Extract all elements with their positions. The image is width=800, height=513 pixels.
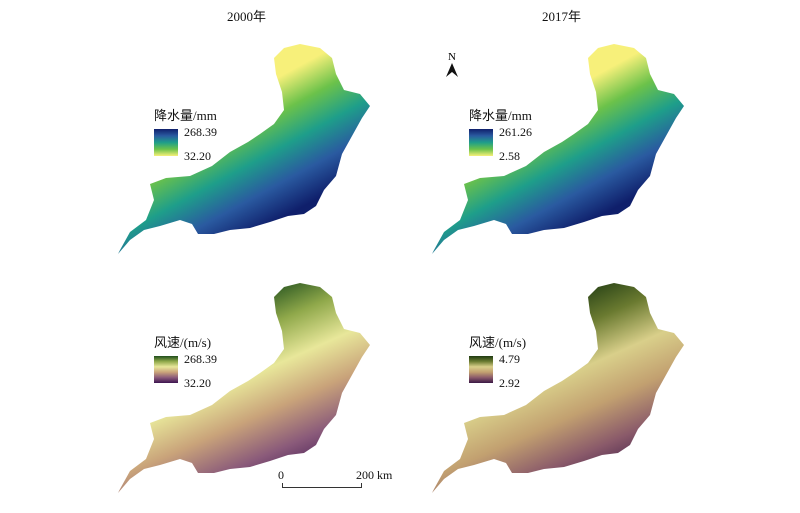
legend-min: 32.20 — [184, 149, 211, 163]
legend-min: 32.20 — [184, 376, 211, 390]
legend-title: 降水量/mm — [469, 108, 532, 123]
scale-bar-line — [282, 483, 362, 488]
column-title-2017: 2017年 — [542, 9, 582, 24]
column-title-2000: 2000年 — [227, 9, 267, 24]
scale-bar-start: 0 — [278, 468, 284, 482]
map-panel-wind-2017 — [428, 283, 684, 501]
north-arrow-icon — [446, 63, 458, 77]
map-precip-2000 — [114, 44, 370, 262]
legend-min: 2.92 — [499, 376, 520, 390]
legend-max: 4.79 — [499, 352, 520, 366]
legend-color-bar — [154, 129, 178, 156]
legend-min: 2.58 — [499, 149, 520, 163]
legend-wind-2000: 风速/(m/s) 268.39 32.20 — [154, 335, 217, 389]
legend-color-bar — [154, 356, 178, 383]
legend-title: 降水量/mm — [154, 108, 217, 123]
north-arrow-label: N — [448, 51, 456, 63]
legend-max: 261.26 — [499, 125, 532, 139]
map-panel-precip-2017 — [428, 44, 684, 262]
legend-color-bar — [469, 356, 493, 383]
north-arrow: N — [446, 51, 458, 77]
legend-max: 268.39 — [184, 125, 217, 139]
legend-title: 风速/(m/s) — [154, 335, 212, 350]
map-panel-precip-2000 — [114, 44, 370, 262]
scale-bar-end: 200 km — [356, 468, 393, 482]
map-wind-2017 — [428, 283, 684, 501]
legend-precip-2000: 降水量/mm 268.39 32.20 — [154, 108, 217, 162]
legend-max: 268.39 — [184, 352, 217, 366]
legend-color-bar — [469, 129, 493, 156]
scale-bar: 0 200 km — [278, 468, 408, 494]
legend-wind-2017: 风速/(m/s) 4.79 2.92 — [469, 335, 527, 389]
map-precip-2017 — [428, 44, 684, 262]
legend-precip-2017: 降水量/mm 261.26 2.58 — [469, 108, 532, 162]
legend-title: 风速/(m/s) — [469, 335, 527, 350]
